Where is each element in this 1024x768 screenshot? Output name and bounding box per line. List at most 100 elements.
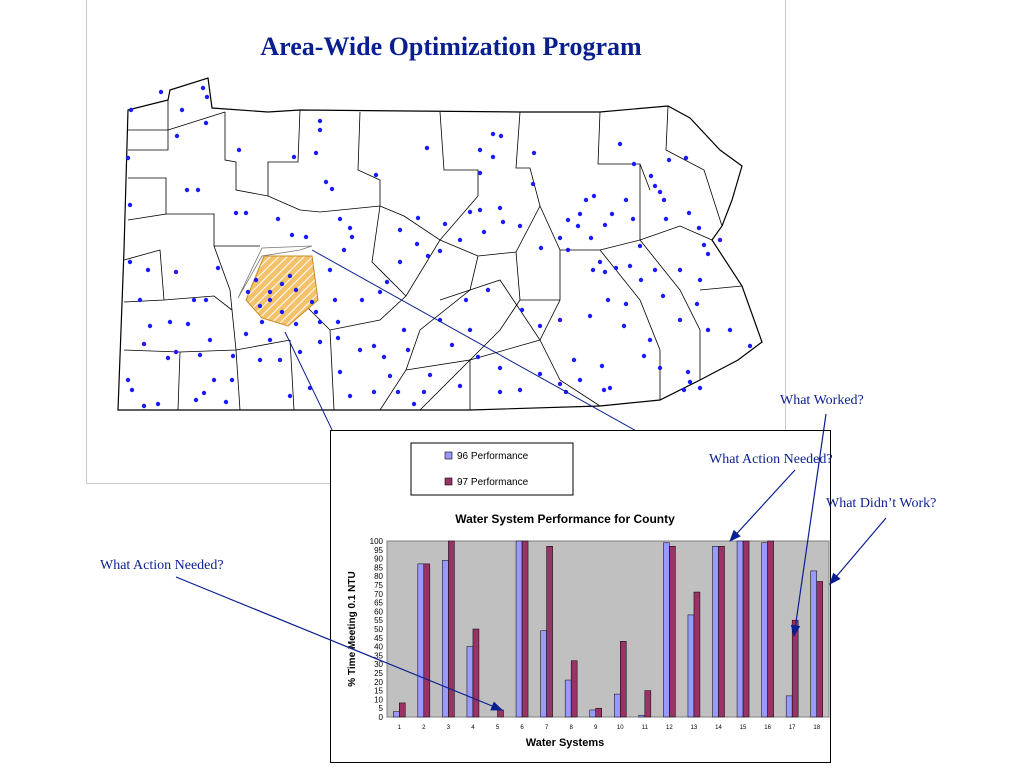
x-tick-label: 11 xyxy=(642,725,649,731)
water-system-dot xyxy=(565,217,571,223)
water-system-dot xyxy=(602,269,608,275)
bar-series-97 xyxy=(570,660,578,718)
water-system-dot xyxy=(631,161,637,167)
x-tick-label: 10 xyxy=(617,725,624,731)
bar-series-97 xyxy=(472,628,480,718)
water-system-dot xyxy=(591,193,597,199)
water-system-dot xyxy=(627,263,633,269)
water-system-dot xyxy=(230,353,236,359)
water-system-dot xyxy=(167,319,173,325)
y-tick-label: 55 xyxy=(374,616,383,625)
water-system-dot xyxy=(747,343,753,349)
water-system-dot xyxy=(197,352,203,358)
y-tick-label: 85 xyxy=(374,563,383,572)
water-system-dot xyxy=(481,229,487,235)
y-tick-label: 40 xyxy=(374,643,383,652)
water-system-dot xyxy=(590,267,596,273)
water-system-dot xyxy=(317,339,323,345)
water-system-dot xyxy=(442,221,448,227)
water-system-dot xyxy=(485,287,491,293)
water-system-dot xyxy=(200,85,206,91)
water-system-dot xyxy=(191,297,197,303)
x-tick-label: 6 xyxy=(520,725,524,731)
water-system-dot xyxy=(500,219,506,225)
water-system-dot xyxy=(347,393,353,399)
y-tick-label: 95 xyxy=(374,546,383,555)
water-system-dot xyxy=(530,181,536,187)
water-system-dot xyxy=(519,307,525,313)
water-system-dot xyxy=(637,243,643,249)
water-system-dot xyxy=(233,210,239,216)
x-tick-label: 7 xyxy=(545,725,549,731)
water-system-dot xyxy=(565,247,571,253)
water-system-dot xyxy=(384,279,390,285)
water-system-dot xyxy=(617,141,623,147)
water-system-dot xyxy=(141,403,147,409)
water-system-dot xyxy=(597,259,603,265)
legend-swatch-96 xyxy=(444,451,453,460)
arrow-what-worked xyxy=(790,413,827,638)
water-system-dot xyxy=(415,215,421,221)
bar-series-97 xyxy=(669,546,676,718)
water-system-dot xyxy=(588,235,594,241)
water-system-dot xyxy=(477,170,483,176)
state-outline xyxy=(117,77,763,411)
water-system-dot xyxy=(652,183,658,189)
water-system-dot xyxy=(457,383,463,389)
x-tick-label: 8 xyxy=(569,725,573,731)
water-system-dot xyxy=(381,354,387,360)
water-system-dot xyxy=(557,235,563,241)
annotation-what-worked: What Worked? xyxy=(780,393,864,408)
water-system-dot xyxy=(705,327,711,333)
water-system-dot xyxy=(694,301,700,307)
water-system-dot xyxy=(195,187,201,193)
chart-legend: 96 Performance 97 Performance xyxy=(410,442,574,496)
water-system-dot xyxy=(201,390,207,396)
water-system-dot xyxy=(289,232,295,238)
water-system-dot xyxy=(257,303,263,309)
y-tick-label: 80 xyxy=(374,572,383,581)
water-system-dot xyxy=(575,223,581,229)
water-system-dot xyxy=(371,389,377,395)
water-system-dot xyxy=(313,309,319,315)
water-system-dot xyxy=(605,297,611,303)
water-system-dot xyxy=(203,120,209,126)
water-system-dot xyxy=(279,281,285,287)
water-system-dot xyxy=(397,259,403,265)
water-system-dot xyxy=(173,349,179,355)
water-system-dot xyxy=(425,253,431,259)
legend-label-97: 97 Performance xyxy=(457,477,529,488)
water-system-dot xyxy=(686,210,692,216)
x-tick-label: 15 xyxy=(740,725,747,731)
water-system-dot xyxy=(293,321,299,327)
water-system-dot xyxy=(259,319,265,325)
water-system-dot xyxy=(291,154,297,160)
water-system-dot xyxy=(341,247,347,253)
water-system-dot xyxy=(427,372,433,378)
water-system-dot xyxy=(411,401,417,407)
water-system-dot xyxy=(449,342,455,348)
water-system-dot xyxy=(717,237,723,243)
y-tick-label: 15 xyxy=(374,687,383,696)
water-system-dot xyxy=(267,289,273,295)
bar-series-97 xyxy=(620,641,627,718)
water-system-dot xyxy=(660,293,666,299)
water-system-dot xyxy=(696,225,702,231)
legend-label-96: 96 Performance xyxy=(457,451,529,462)
y-tick-label: 75 xyxy=(374,581,383,590)
water-system-dot xyxy=(685,369,691,375)
bars xyxy=(393,540,823,718)
water-system-dot xyxy=(405,347,411,353)
water-system-dot xyxy=(498,133,504,139)
water-system-dot xyxy=(602,222,608,228)
water-system-dot xyxy=(601,387,607,393)
water-system-dot xyxy=(293,287,299,293)
water-system-dot xyxy=(337,369,343,375)
water-system-dot xyxy=(359,297,365,303)
water-system-dot xyxy=(243,210,249,216)
water-system-dot xyxy=(185,321,191,327)
bar-series-97 xyxy=(595,707,602,718)
bar-series-97 xyxy=(693,591,701,718)
